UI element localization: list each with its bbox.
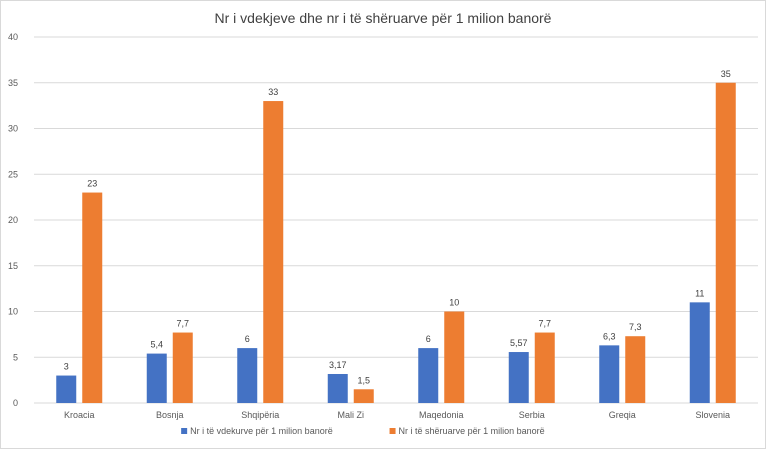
data-label: 33 <box>268 87 278 97</box>
x-category-label: Slovenia <box>695 410 730 420</box>
y-tick-label: 20 <box>8 215 18 225</box>
data-label: 11 <box>695 288 704 298</box>
data-label: 5,4 <box>150 340 163 350</box>
bar-recovered <box>263 101 284 404</box>
x-category-label: Greqia <box>609 410 636 420</box>
data-label: 3,17 <box>329 360 347 370</box>
y-tick-label: 15 <box>8 261 18 271</box>
bar-recovered <box>715 82 736 403</box>
bar-deaths <box>237 348 258 403</box>
bar-recovered <box>82 192 103 403</box>
bar-deaths <box>56 375 77 403</box>
bar-deaths <box>508 352 529 403</box>
x-axis-categories: Kroacia Bosnja Shqipëria Mali Zi Maqedonia Se… <box>64 410 730 420</box>
y-axis-ticks: 0 5 10 15 20 25 30 35 40 <box>8 32 18 408</box>
x-category-label: Shqipëria <box>241 410 279 420</box>
legend: Nr i të vdekurve për 1 milion banorë Nr i… <box>181 426 545 436</box>
data-label: 5,57 <box>510 338 528 348</box>
data-label: 6,3 <box>603 331 616 341</box>
bar-deaths <box>327 373 348 403</box>
y-tick-label: 40 <box>8 32 18 42</box>
bar-recovered <box>172 332 193 403</box>
bars: 3 23 5,4 7,7 6 33 3,17 1,5 6 10 5,57 7,7 6,3 7,3 11 35 <box>56 69 736 404</box>
data-label: 3 <box>64 362 69 372</box>
y-tick-label: 10 <box>8 307 18 317</box>
data-label: 6 <box>426 334 431 344</box>
bar-recovered <box>353 389 374 403</box>
legend-swatch <box>389 428 396 434</box>
x-category-label: Serbia <box>519 410 545 420</box>
y-tick-label: 5 <box>13 352 18 362</box>
data-label: 7,7 <box>538 319 551 329</box>
chart-title: Nr i vdekjeve dhe nr i të shëruarve për … <box>215 10 552 26</box>
legend-label: Nr i të shëruarve për 1 milion banorë <box>399 426 545 436</box>
bar-recovered <box>625 336 646 403</box>
legend-label: Nr i të vdekurve për 1 milion banorë <box>190 426 333 436</box>
data-label: 7,3 <box>629 322 642 332</box>
bar-deaths <box>146 353 167 403</box>
bar-deaths <box>599 345 620 403</box>
data-label: 23 <box>87 179 97 189</box>
y-tick-label: 30 <box>8 124 18 134</box>
legend-swatch <box>181 428 188 434</box>
y-tick-label: 35 <box>8 78 18 88</box>
x-category-label: Mali Zi <box>338 410 365 420</box>
data-label: 35 <box>721 69 731 79</box>
bar-deaths <box>689 302 710 403</box>
data-label: 7,7 <box>176 319 189 329</box>
x-category-label: Kroacia <box>64 410 95 420</box>
x-category-label: Bosnja <box>156 410 184 420</box>
data-label: 10 <box>449 298 459 308</box>
data-label: 1,5 <box>357 375 370 385</box>
y-tick-label: 0 <box>13 398 18 408</box>
y-tick-label: 25 <box>8 169 18 179</box>
bar-recovered <box>534 332 555 403</box>
x-category-label: Maqedonia <box>419 410 464 420</box>
bar-recovered <box>444 311 465 403</box>
bar-deaths <box>418 348 439 403</box>
gridlines <box>34 36 758 404</box>
data-label: 6 <box>245 334 250 344</box>
